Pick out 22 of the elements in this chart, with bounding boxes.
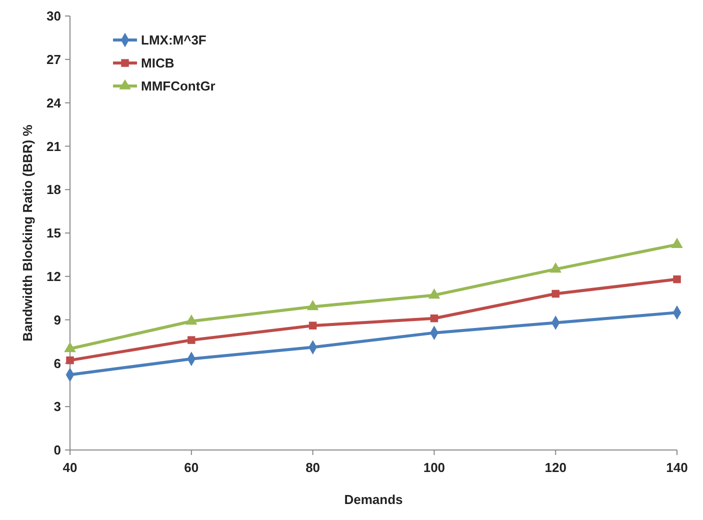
x-tick-label: 80	[306, 460, 320, 475]
y-tick-label: 9	[54, 312, 61, 328]
x-tick-label: 60	[184, 460, 199, 475]
x-axis-title: Demands	[344, 492, 403, 507]
legend-label: LMX:M^3F	[141, 32, 206, 48]
y-tick-label: 24	[46, 95, 62, 110]
y-tick-label: 12	[46, 268, 61, 284]
y-tick-label: 0	[54, 442, 61, 458]
y-tick-label: 18	[46, 182, 61, 198]
y-tick-label: 6	[54, 356, 61, 371]
legend-label: MICB	[141, 56, 174, 71]
y-tick-label: 27	[46, 52, 61, 67]
x-tick-label: 100	[423, 460, 446, 475]
x-tick-label: 140	[666, 460, 688, 475]
y-tick-label: 3	[54, 399, 61, 414]
y-tick-label: 30	[46, 8, 61, 24]
y-tick-label: 21	[46, 138, 61, 154]
legend-label: MMFContGr	[141, 78, 216, 94]
x-tick-label: 40	[62, 460, 78, 475]
x-tick-label: 120	[544, 460, 566, 475]
y-tick-label: 15	[46, 226, 61, 241]
y-axis-title: Bandwidth Blocking Ratio (BBR) %	[20, 124, 35, 342]
